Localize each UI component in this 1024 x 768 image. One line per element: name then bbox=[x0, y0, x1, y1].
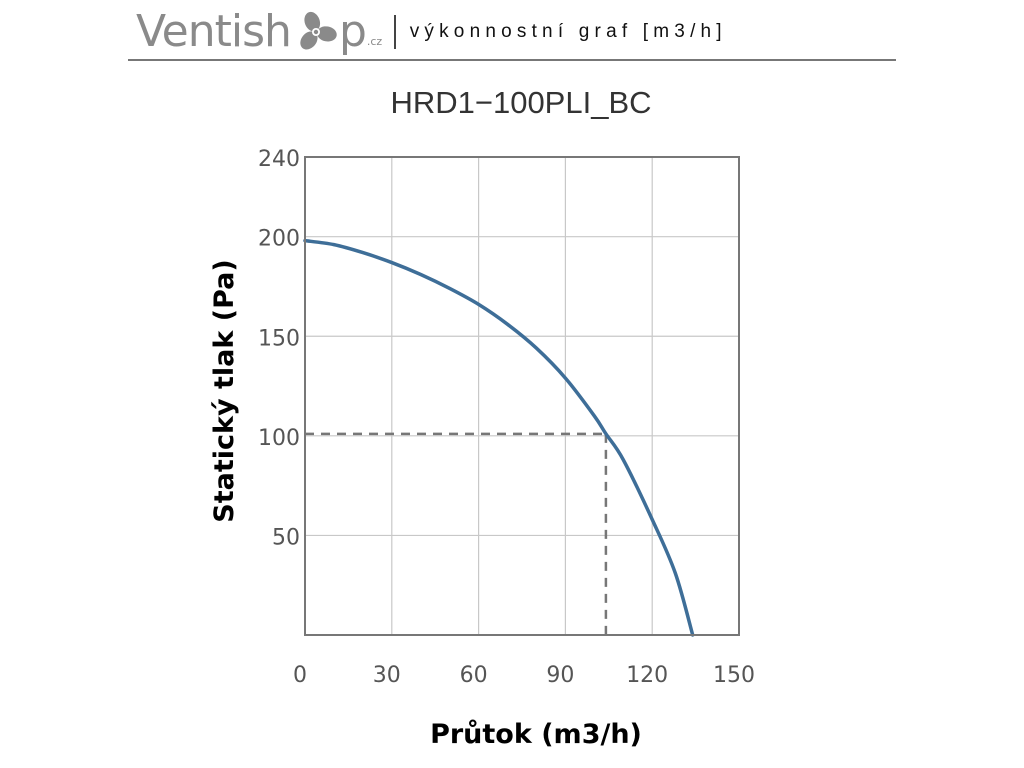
y-tick-label: 240 bbox=[258, 147, 300, 172]
fan-icon bbox=[300, 11, 337, 50]
header-divider bbox=[394, 15, 396, 49]
series-line bbox=[303, 238, 695, 637]
header-rule bbox=[128, 59, 896, 61]
chart-series bbox=[303, 238, 695, 637]
brand-name: Ventish bbox=[136, 6, 292, 57]
x-tick-label: 120 bbox=[626, 663, 668, 688]
brand-tld: .cz bbox=[366, 35, 383, 48]
plot-frame bbox=[304, 156, 740, 636]
brand-logo: Ventish p .cz výkonnostní graf [m3/h] bbox=[136, 4, 727, 60]
y-tick-label: 50 bbox=[272, 525, 300, 550]
header-tagline: výkonnostní graf [m3/h] bbox=[409, 21, 727, 42]
chart-grid bbox=[305, 157, 739, 635]
x-axis-label: Průtok (m3/h) bbox=[430, 719, 642, 750]
reference-lines bbox=[305, 432, 608, 635]
x-tick-label: 0 bbox=[293, 663, 307, 688]
y-tick-label: 200 bbox=[258, 227, 300, 252]
y-axis-label: Statický tlak (Pa) bbox=[209, 259, 240, 522]
y-tick-label: 100 bbox=[258, 426, 300, 451]
x-tick-label: 150 bbox=[713, 663, 755, 688]
chart-title: HRD1−100PLI_BC bbox=[390, 85, 651, 120]
brand-suffix: p bbox=[338, 6, 367, 57]
x-tick-label: 30 bbox=[373, 663, 401, 688]
x-tick-label: 60 bbox=[460, 663, 488, 688]
x-tick-label: 90 bbox=[546, 663, 574, 688]
y-tick-label: 150 bbox=[258, 326, 300, 351]
x-axis-ticks: 0 30 60 90 120 150 bbox=[293, 663, 755, 688]
y-axis-ticks: 240 200 150 100 50 bbox=[258, 147, 300, 550]
